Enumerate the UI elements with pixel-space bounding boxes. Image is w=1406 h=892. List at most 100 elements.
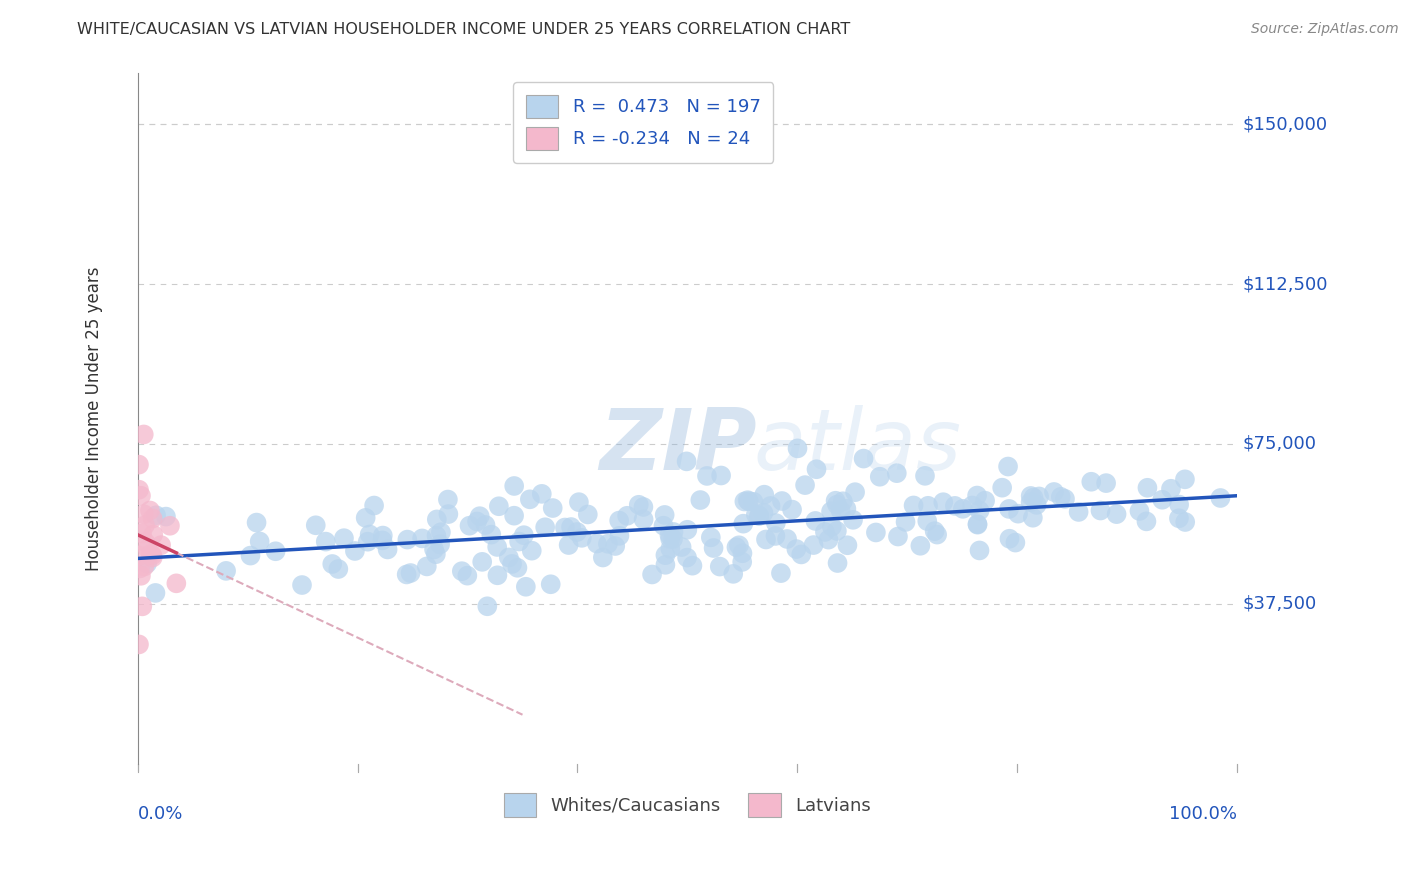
Text: Householder Income Under 25 years: Householder Income Under 25 years <box>84 266 103 571</box>
Point <box>721 566 744 581</box>
Point <box>830 503 852 517</box>
Point <box>471 555 494 569</box>
Point <box>554 520 576 534</box>
Point <box>1043 485 1066 500</box>
Point <box>508 534 530 549</box>
Point <box>134 559 156 574</box>
Point <box>458 518 481 533</box>
Point <box>960 499 983 513</box>
Point <box>129 569 152 583</box>
Point <box>465 515 488 529</box>
Point <box>803 538 825 552</box>
Point <box>534 520 557 534</box>
Point <box>479 527 502 541</box>
Point <box>150 538 173 552</box>
Point <box>738 494 761 508</box>
Text: 100.0%: 100.0% <box>1168 805 1237 823</box>
Point <box>141 549 163 563</box>
Point <box>627 498 650 512</box>
Point <box>1168 498 1191 512</box>
Text: $150,000: $150,000 <box>1243 115 1327 133</box>
Point <box>821 519 844 533</box>
Point <box>662 532 685 546</box>
Point <box>343 544 366 558</box>
Point <box>354 511 377 525</box>
Point <box>430 525 453 540</box>
Point <box>681 558 703 573</box>
Point <box>519 492 541 507</box>
Point <box>966 489 988 503</box>
Point <box>328 562 350 576</box>
Point <box>609 529 631 543</box>
Point <box>416 559 439 574</box>
Point <box>1025 498 1047 512</box>
Point <box>142 511 165 525</box>
Point <box>689 493 711 508</box>
Point <box>129 489 152 503</box>
Point <box>128 637 150 651</box>
Text: Source: ZipAtlas.com: Source: ZipAtlas.com <box>1251 22 1399 37</box>
Point <box>411 532 433 546</box>
Point <box>752 506 775 520</box>
Point <box>132 427 155 442</box>
Point <box>731 546 754 560</box>
Point <box>557 538 579 552</box>
Point <box>696 469 718 483</box>
Point <box>503 508 526 523</box>
Point <box>592 550 614 565</box>
Point <box>291 578 314 592</box>
Point <box>703 541 725 555</box>
Point <box>820 504 842 518</box>
Text: ZIP: ZIP <box>599 405 756 488</box>
Point <box>145 508 167 523</box>
Point <box>131 526 153 541</box>
Point <box>790 548 813 562</box>
Point <box>652 518 675 533</box>
Point <box>215 564 238 578</box>
Point <box>305 518 328 533</box>
Point <box>1004 535 1026 549</box>
Point <box>806 462 828 476</box>
Point <box>363 499 385 513</box>
Point <box>1152 492 1174 507</box>
Point <box>1209 491 1232 505</box>
Point <box>731 555 754 569</box>
Point <box>333 531 356 545</box>
Point <box>910 539 932 553</box>
Point <box>676 550 699 565</box>
Point <box>997 459 1019 474</box>
Point <box>886 466 908 480</box>
Point <box>396 533 419 547</box>
Point <box>943 499 966 513</box>
Point <box>142 550 165 565</box>
Point <box>1174 472 1197 486</box>
Point <box>586 536 609 550</box>
Point <box>501 557 523 571</box>
Point <box>852 451 875 466</box>
Point <box>423 542 446 557</box>
Point <box>136 557 159 571</box>
Point <box>754 488 776 502</box>
Point <box>1128 504 1150 518</box>
Point <box>654 508 676 522</box>
Point <box>1105 507 1128 521</box>
Point <box>654 558 676 572</box>
Point <box>659 532 682 546</box>
Point <box>825 524 848 538</box>
Point <box>804 514 827 528</box>
Point <box>770 494 793 508</box>
Point <box>641 567 664 582</box>
Point <box>725 540 748 554</box>
Point <box>142 527 165 541</box>
Point <box>654 548 676 562</box>
Point <box>134 518 156 533</box>
Point <box>134 535 156 549</box>
Point <box>571 531 593 545</box>
Point <box>1022 491 1045 505</box>
Point <box>837 538 859 552</box>
Point <box>425 529 447 543</box>
Point <box>991 481 1014 495</box>
Point <box>132 507 155 521</box>
Point <box>357 534 380 549</box>
Point <box>737 493 759 508</box>
